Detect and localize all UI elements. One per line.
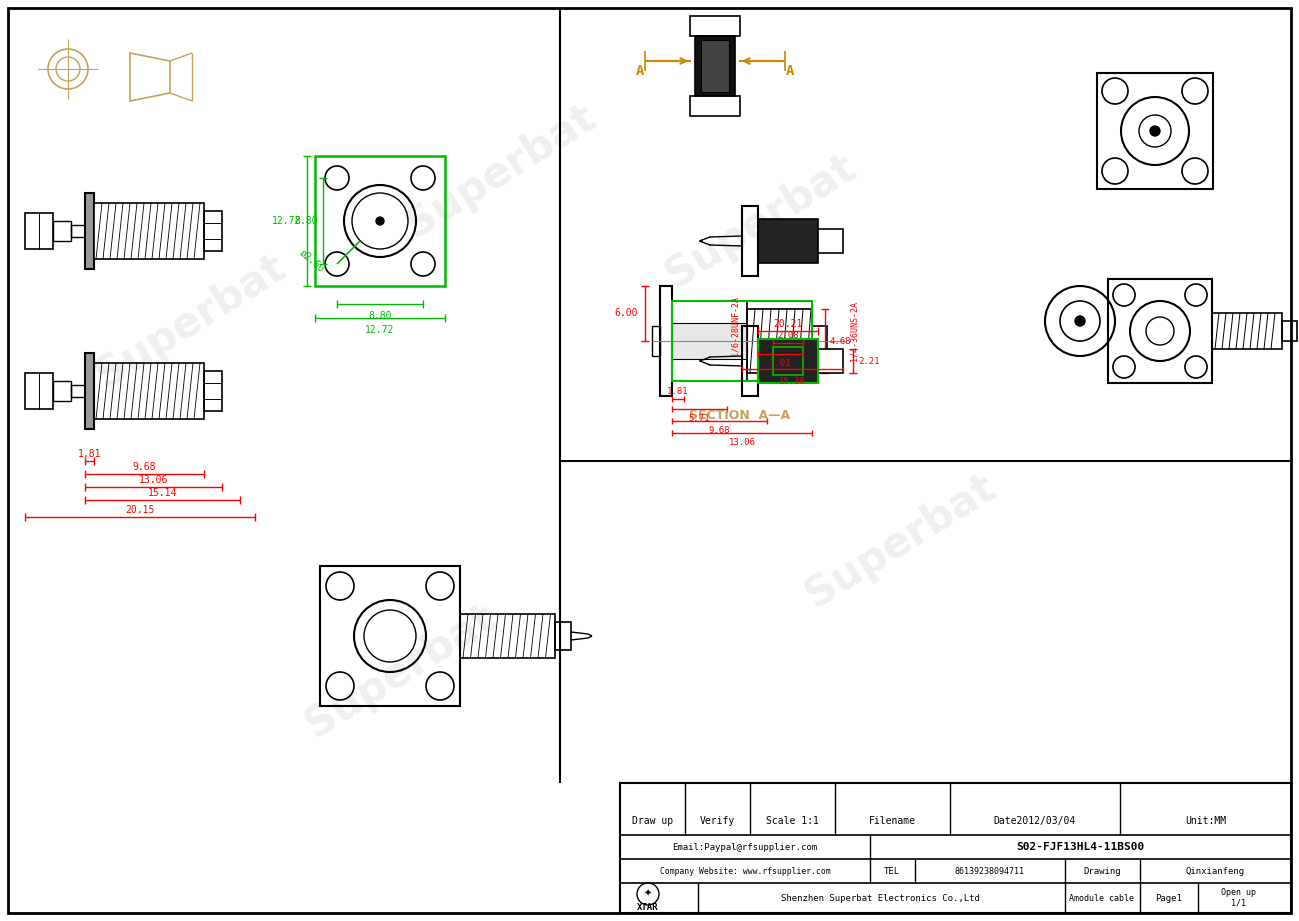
Bar [672,301,747,381]
Bar [320,566,460,706]
Bar [672,301,812,381]
Text: 13.06: 13.06 [139,475,168,485]
Text: Verify: Verify [700,816,735,826]
Bar [742,326,759,396]
Bar [690,16,740,36]
Text: Superbat: Superbat [397,96,603,246]
Circle shape [375,217,385,225]
Bar [759,339,818,383]
Bar [53,381,71,401]
Bar [25,213,53,249]
Bar [71,385,84,397]
Bar [759,339,818,383]
Bar [660,286,672,396]
Text: ø2.60: ø2.60 [297,248,326,274]
Bar [701,40,729,92]
Text: 13.06: 13.06 [729,438,756,448]
Text: 6.00: 6.00 [614,309,638,319]
Text: 2.08: 2.08 [777,332,799,341]
Bar [94,363,204,419]
Bar [1282,321,1296,341]
Text: 2.21: 2.21 [859,356,879,366]
Bar [53,221,71,241]
Text: Superbat: Superbat [87,246,292,396]
Bar [314,156,446,286]
Text: S02-FJF13HL4-11BS00: S02-FJF13HL4-11BS00 [1016,842,1144,852]
Text: 1.81: 1.81 [668,388,688,397]
Text: 15.14: 15.14 [148,488,177,498]
Text: Scale 1:1: Scale 1:1 [766,816,818,826]
Bar [84,353,94,429]
Text: 1.81: 1.81 [78,449,101,459]
Text: ✦: ✦ [644,889,652,899]
Text: Superbat: Superbat [657,146,863,296]
Text: Superbat: Superbat [798,466,1003,616]
Text: 20.21: 20.21 [773,319,803,329]
Text: 1/6-28UNF-2A: 1/6-28UNF-2A [730,296,739,356]
Text: Unit:MM: Unit:MM [1185,816,1226,826]
Text: Drawing: Drawing [1083,867,1121,876]
Text: 5.71: 5.71 [688,414,711,424]
Bar [1108,279,1212,383]
Text: 1/4-36UNS-2A: 1/4-36UNS-2A [850,301,859,361]
Bar [773,347,803,375]
Text: Company Website: www.rfsupplier.com: Company Website: www.rfsupplier.com [660,867,830,876]
Bar [812,326,827,356]
Text: 8.80: 8.80 [295,216,318,226]
Bar [695,36,735,96]
Text: Email:Paypal@rfsupplier.com: Email:Paypal@rfsupplier.com [673,843,817,852]
Text: XTAR: XTAR [638,903,659,912]
Text: SECTION  A—A: SECTION A—A [690,410,791,423]
Text: 12.72: 12.72 [365,325,395,335]
Text: A: A [635,64,644,78]
Text: 15.38: 15.38 [779,377,805,386]
Text: Date2012/03/04: Date2012/03/04 [994,816,1076,826]
Text: 12.72: 12.72 [271,216,301,226]
Text: 7.01: 7.01 [770,359,791,368]
Text: 9.68: 9.68 [132,462,156,472]
Text: Open up
1/1: Open up 1/1 [1221,888,1256,908]
Text: 9.68: 9.68 [709,426,730,436]
Circle shape [1150,126,1160,136]
Bar [84,193,94,269]
Bar [71,225,84,237]
Bar [460,614,555,658]
Text: Shenzhen Superbat Electronics Co.,Ltd: Shenzhen Superbat Electronics Co.,Ltd [781,893,979,903]
Text: Amodule cable: Amodule cable [1069,893,1134,903]
Bar [690,96,740,116]
Bar [204,371,222,411]
Text: Page1: Page1 [1156,893,1182,903]
Text: Qinxianfeng: Qinxianfeng [1186,867,1244,876]
Bar [759,219,818,263]
Bar [25,373,53,409]
Bar [555,622,572,650]
Bar [620,783,1291,913]
Bar [94,203,204,259]
Bar [672,323,747,359]
Circle shape [1076,316,1085,326]
Bar [747,309,812,373]
Text: 86139238094711: 86139238094711 [955,867,1025,876]
Text: Superbat: Superbat [297,596,503,746]
Bar [742,206,759,276]
Text: A: A [786,64,794,78]
Bar [1096,73,1213,189]
Text: TEL: TEL [883,867,900,876]
Text: 20.15: 20.15 [125,505,155,515]
Bar [818,349,843,373]
Bar [204,211,222,251]
Bar [652,326,660,356]
Text: 4.68: 4.68 [830,336,852,345]
Text: 8.80: 8.80 [368,311,392,321]
Text: Filename: Filename [869,816,916,826]
Bar [1212,313,1282,349]
Bar [818,229,843,253]
Text: Draw up: Draw up [631,816,673,826]
